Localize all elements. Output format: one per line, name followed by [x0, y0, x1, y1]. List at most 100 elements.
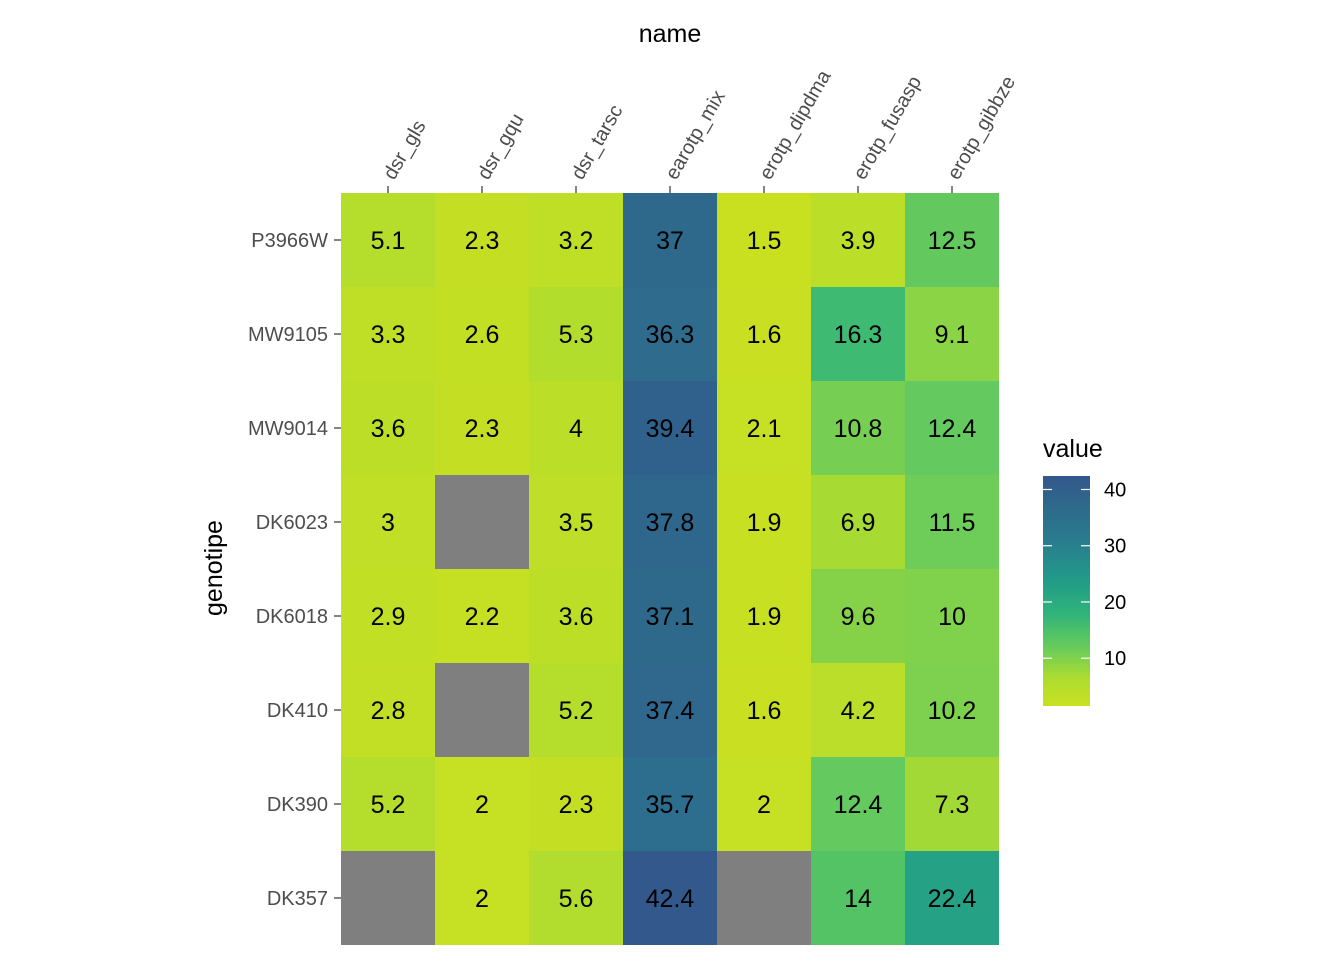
heatmap-cell	[435, 851, 529, 945]
x-tick-label: erotp_dipdma	[755, 66, 836, 184]
heatmap-cell	[905, 287, 999, 381]
y-tick-label: DK6018	[256, 606, 328, 628]
cell-value-label: 37.1	[646, 603, 695, 631]
legend-tick-label: 20	[1104, 592, 1126, 614]
heatmap-cell	[529, 851, 623, 945]
cell-value-label: 10	[938, 603, 966, 631]
cell-value-label: 2.1	[747, 415, 782, 443]
cell-value-label: 5.3	[559, 321, 594, 349]
y-tick-label: DK6023	[256, 512, 328, 534]
heatmap-cell	[623, 757, 717, 851]
heatmap-cell	[717, 569, 811, 663]
cell-value-label: 3.5	[559, 509, 594, 537]
heatmap-cell	[341, 193, 435, 287]
y-tick-label: DK410	[267, 700, 328, 722]
y-tick-label: DK390	[267, 794, 328, 816]
heatmap-cell	[717, 851, 811, 945]
x-axis-title: name	[639, 20, 702, 48]
cell-value-label: 9.1	[935, 321, 970, 349]
heatmap-cell	[811, 757, 905, 851]
heatmap-cell	[811, 193, 905, 287]
x-tick-label: dsr_gqu	[473, 110, 528, 184]
heatmap-cell	[717, 287, 811, 381]
heatmap-cell	[905, 757, 999, 851]
cell-value-label: 37.8	[646, 509, 695, 537]
heatmap-cell	[811, 287, 905, 381]
cell-value-label: 1.9	[747, 603, 782, 631]
y-tick-label: MW9105	[248, 324, 328, 346]
heatmap-cell	[717, 381, 811, 475]
legend-tick-label: 30	[1104, 536, 1126, 558]
cell-value-label: 16.3	[834, 321, 883, 349]
cell-value-label: 2.3	[559, 791, 594, 819]
legend-colorbar	[1043, 476, 1090, 706]
heatmap-cell	[529, 757, 623, 851]
heatmap-cell	[435, 663, 529, 757]
heatmap-cell	[717, 757, 811, 851]
cell-value-label: 9.6	[841, 603, 876, 631]
heatmap-cell	[435, 475, 529, 569]
cell-value-label: 2	[757, 791, 771, 819]
cell-value-label: 2	[475, 791, 489, 819]
cell-value-label: 3.6	[371, 415, 406, 443]
heatmap-cell	[435, 757, 529, 851]
heatmap-cell	[341, 757, 435, 851]
heatmap-cell	[341, 475, 435, 569]
heatmap-cells: 5.1 2.3 3.2 37 1.5 3.9 12.5 3.3 2.6 5.3 36.3 1.6 16.…	[341, 193, 999, 945]
cell-value-label: 42.4	[646, 885, 695, 913]
heatmap-cell	[623, 569, 717, 663]
cell-value-label: 37.4	[646, 697, 695, 725]
legend-tick-label: 40	[1104, 479, 1126, 501]
x-tick-label: earotp_mix	[661, 87, 730, 184]
cell-value-label: 4.2	[841, 697, 876, 725]
heatmap-cell	[717, 475, 811, 569]
heatmap-cell	[811, 381, 905, 475]
x-axis: dsr_gls dsr_gqu dsr_tarsc earotp_mix erotp_d…	[379, 66, 1020, 193]
heatmap-cell	[529, 381, 623, 475]
cell-value-label: 4	[569, 415, 583, 443]
legend-title: value	[1043, 435, 1103, 463]
cell-value-label: 37	[656, 227, 684, 255]
cell-value-label: 2.9	[371, 603, 406, 631]
y-tick-label: P3966W	[251, 230, 328, 252]
heatmap-cell	[435, 569, 529, 663]
cell-value-label: 3.3	[371, 321, 406, 349]
heatmap-cell	[623, 381, 717, 475]
cell-value-label: 2	[475, 885, 489, 913]
cell-value-label: 5.2	[371, 791, 406, 819]
y-axis: P3966W MW9105 MW9014 DK6023 DK6018 DK410 DK390…	[248, 230, 341, 910]
legend: value 10 20 30 40	[1043, 435, 1126, 706]
x-tick-label: dsr_tarsc	[567, 101, 627, 183]
cell-value-label: 10.8	[834, 415, 883, 443]
cell-value-label: 6.9	[841, 509, 876, 537]
cell-value-label: 2.3	[465, 227, 500, 255]
cell-value-label: 36.3	[646, 321, 695, 349]
heatmap-cell	[435, 193, 529, 287]
cell-value-label: 11.5	[929, 509, 976, 537]
x-tick-label: erotp_fusasp	[849, 72, 926, 183]
heatmap-cell	[623, 193, 717, 287]
heatmap-cell	[623, 851, 717, 945]
heatmap-cell	[529, 663, 623, 757]
cell-value-label: 10.2	[928, 697, 977, 725]
x-tick-label: dsr_gls	[379, 117, 430, 184]
legend-ticks: 10 20 30 40	[1043, 479, 1126, 670]
x-tick-label: erotp_gibbze	[943, 72, 1020, 183]
cell-value-label: 2.2	[465, 603, 500, 631]
cell-value-label: 7.3	[935, 791, 970, 819]
cell-value-label: 3.2	[559, 227, 594, 255]
cell-value-label: 35.7	[646, 791, 695, 819]
heatmap-cell	[341, 663, 435, 757]
heatmap-cell	[529, 569, 623, 663]
heatmap-cell	[905, 381, 999, 475]
heatmap-cell	[341, 569, 435, 663]
legend-tick-label: 10	[1104, 648, 1126, 670]
heatmap-cell	[811, 475, 905, 569]
cell-value-label: 39.4	[646, 415, 695, 443]
heatmap-cell	[905, 193, 999, 287]
heatmap-cell	[341, 851, 435, 945]
cell-value-label: 2.6	[465, 321, 500, 349]
heatmap-cell	[717, 663, 811, 757]
cell-value-label: 22.4	[928, 885, 977, 913]
cell-value-label: 3	[381, 509, 395, 537]
